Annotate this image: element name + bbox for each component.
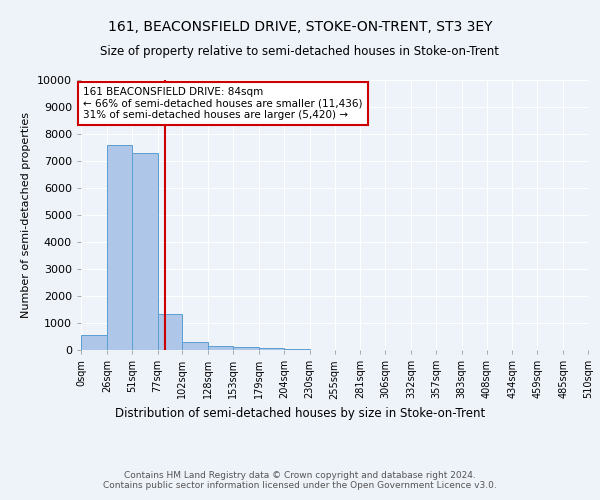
Text: 161, BEACONSFIELD DRIVE, STOKE-ON-TRENT, ST3 3EY: 161, BEACONSFIELD DRIVE, STOKE-ON-TRENT,…	[108, 20, 492, 34]
Text: Size of property relative to semi-detached houses in Stoke-on-Trent: Size of property relative to semi-detach…	[101, 45, 499, 58]
Bar	[132, 153, 158, 350]
Bar	[107, 145, 132, 350]
Y-axis label: Number of semi-detached properties: Number of semi-detached properties	[22, 112, 31, 318]
Bar	[233, 348, 259, 350]
Bar	[81, 335, 107, 350]
Bar	[259, 348, 284, 350]
Bar	[208, 346, 233, 350]
Text: Contains HM Land Registry data © Crown copyright and database right 2024.
Contai: Contains HM Land Registry data © Crown c…	[103, 470, 497, 490]
Bar	[182, 342, 208, 350]
Text: Distribution of semi-detached houses by size in Stoke-on-Trent: Distribution of semi-detached houses by …	[115, 408, 485, 420]
Bar	[158, 314, 182, 350]
Text: 161 BEACONSFIELD DRIVE: 84sqm
← 66% of semi-detached houses are smaller (11,436): 161 BEACONSFIELD DRIVE: 84sqm ← 66% of s…	[83, 86, 362, 120]
Bar	[284, 348, 310, 350]
